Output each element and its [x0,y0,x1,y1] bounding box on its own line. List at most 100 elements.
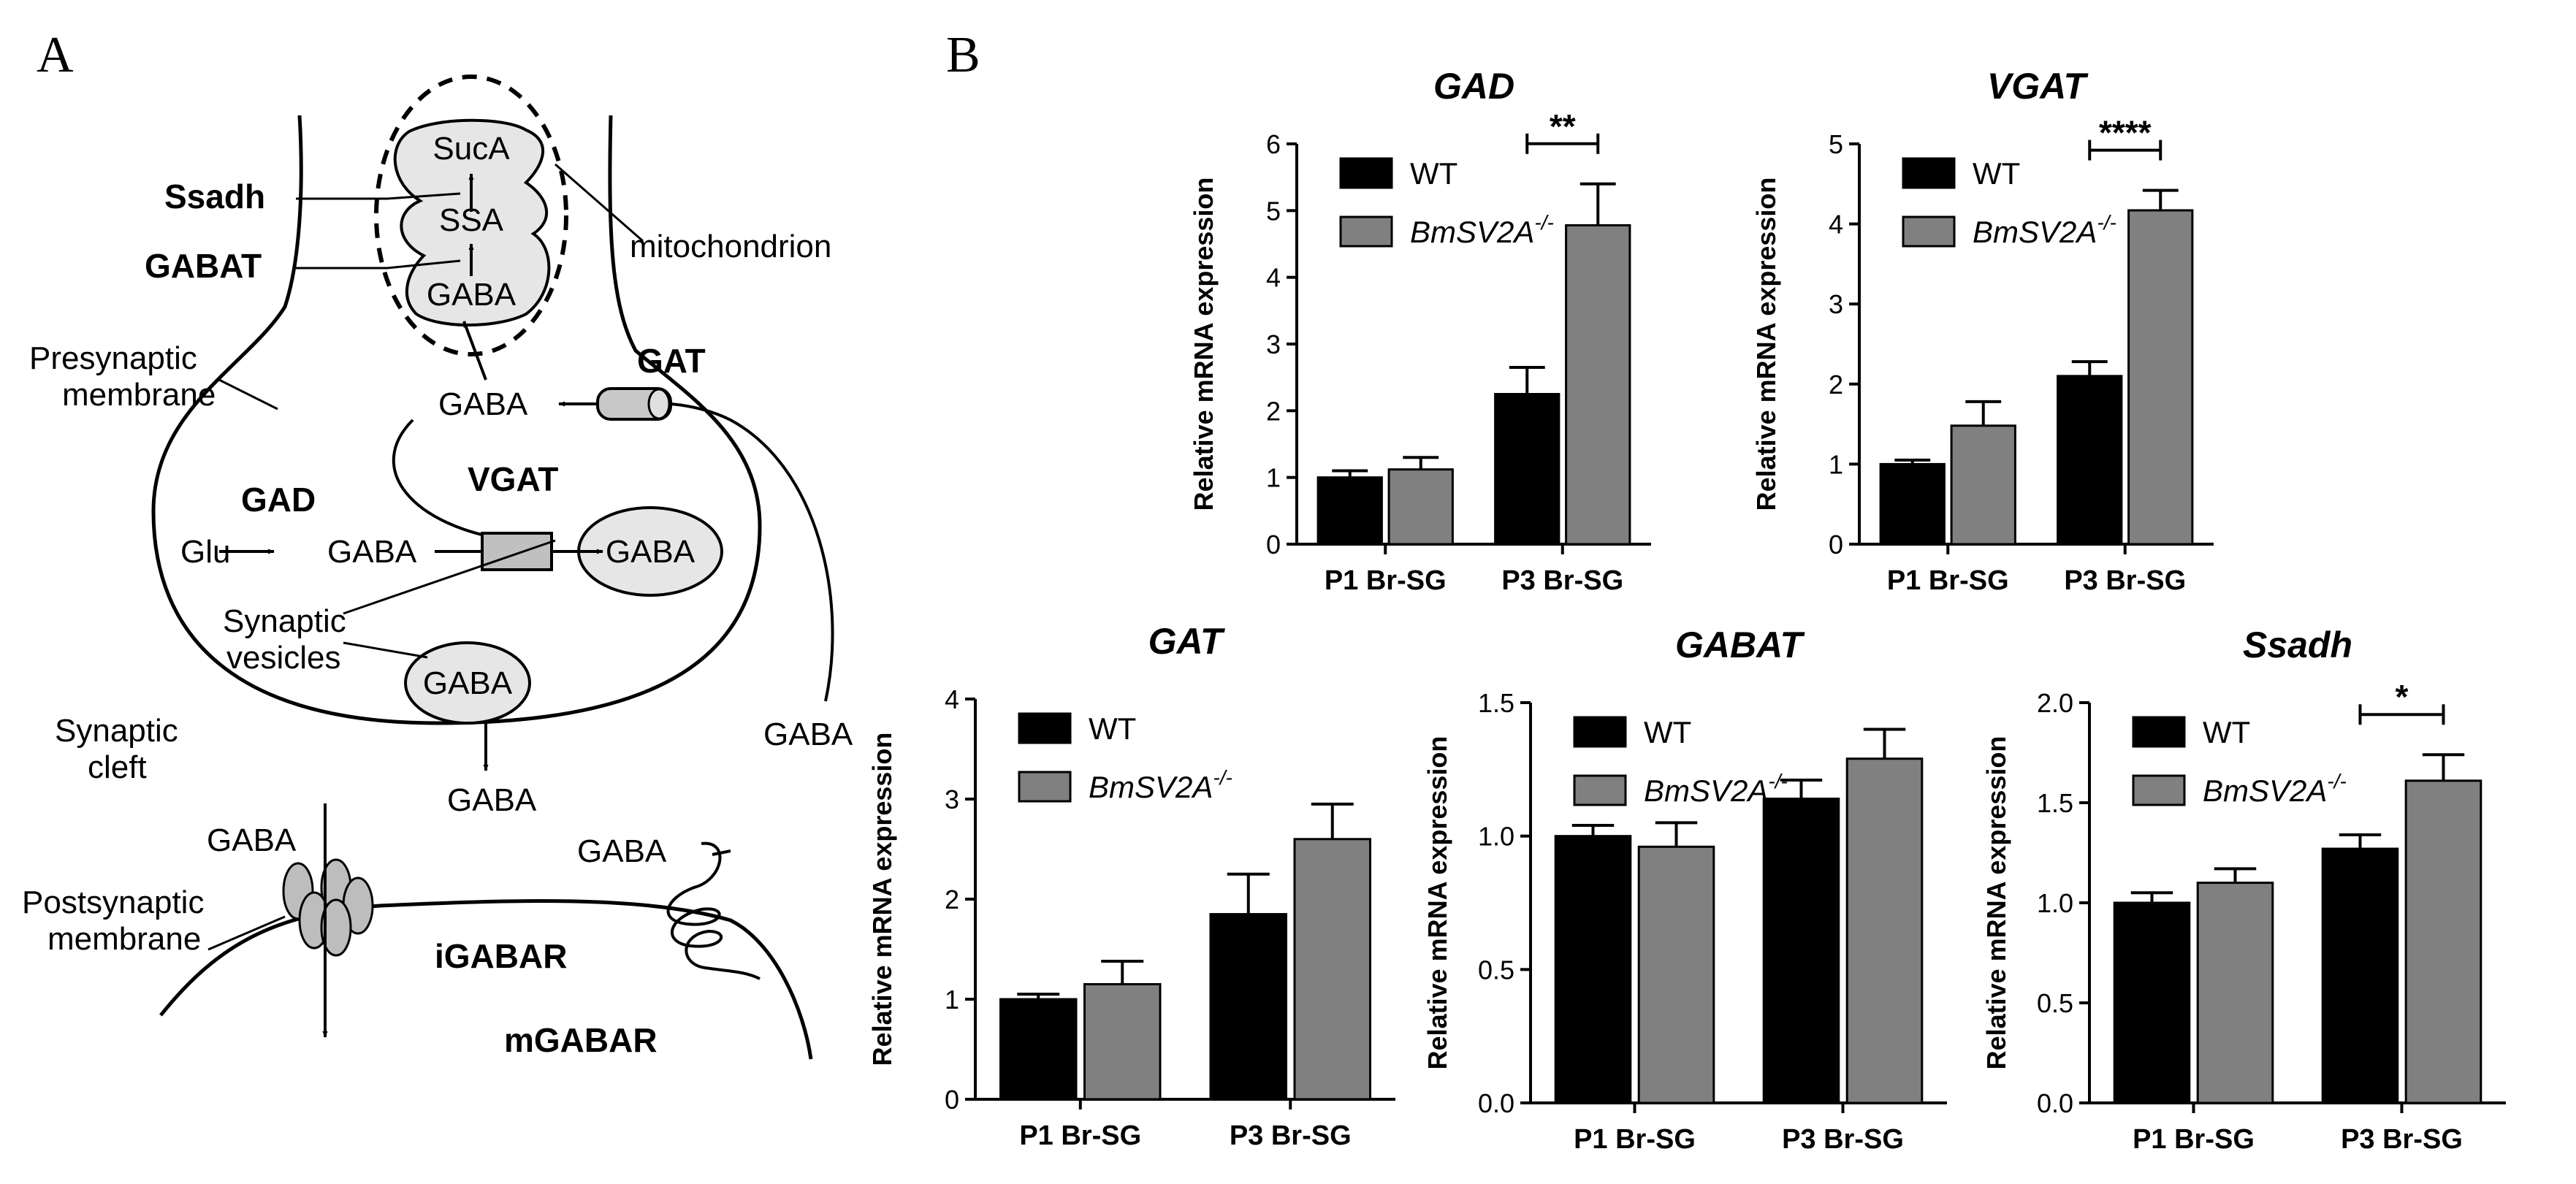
chart-gat: GAT Relative mRNA expression 0 1 2 3 4 P1 Br-SG… [867,621,1395,1151]
significance-stars: * [2396,678,2409,716]
legend-swatch-ko [1573,774,1627,806]
legend-swatch-ko [1018,771,1072,803]
y-tick-label: 1.0 [1478,822,1514,852]
y-tick-label: 4 [1266,263,1281,293]
bar-wt-2 [1494,393,1561,546]
significance-stars: **** [2099,114,2152,152]
chart-gabat: GABAT Relative mRNA expression 0.0 0.5 1.0 1.… [1422,625,1947,1155]
y-axis-label: Relative mRNA expression [1189,177,1219,511]
synaptic-vesicle [404,641,531,725]
mitochondrion-inner [393,118,551,326]
presynaptic-label-2: membrane [62,377,216,413]
legend-label-wt: WT [1410,156,1457,191]
x-tick-label: P1 Br-SG [1325,565,1447,596]
bar-wt-1 [1554,835,1632,1104]
significance-stars: ** [1550,107,1576,145]
y-tick-label: 6 [1266,129,1281,159]
x-tick-label: P1 Br-SG [1019,1120,1141,1151]
postsynaptic-label-1: Postsynaptic [22,885,204,920]
cleft-label-1: Synaptic [55,713,178,749]
mito-gaba: GABA [427,277,517,313]
y-tick-label: 1 [945,985,959,1015]
postsynaptic-membrane [159,899,813,1060]
bar-wt-1 [2113,901,2191,1104]
y-tick-label: 3 [1829,289,1843,319]
gaba-vesicle: GABA [423,665,513,701]
legend-swatch-wt [1573,716,1627,748]
enzyme-ssadh: Ssadh [164,177,265,215]
y-tick-label: 2 [1266,396,1281,426]
legend-label-wt: WT [2203,715,2250,749]
enzyme-gat: GAT [637,342,706,380]
synaptic-vesicles-label-1: Synaptic [223,603,346,639]
legend-label-ko: BmSV2A-/- [1410,211,1554,249]
y-tick-label: 1 [1829,449,1843,479]
cleft-label-2: cleft [88,749,147,785]
gaba-released: GABA [447,782,537,818]
bar-ko-2 [1565,224,1631,546]
y-axis-label: Relative mRNA expression [1981,736,2011,1070]
bar-wt-2 [2057,375,2123,546]
x-tick-label: P1 Br-SG [1887,565,2009,596]
y-tick-label: 4 [1829,210,1843,240]
panel-label-b: B [946,27,980,83]
y-tick-label: 2 [945,885,959,914]
enzyme-gad: GAD [241,481,316,519]
bar-ko-1 [1950,424,2016,546]
bar-ko-1 [1083,982,1162,1101]
y-tick-label: 2.0 [2037,688,2073,718]
mito-suca: SucA [432,131,510,167]
legend-swatch-wt [1902,157,1956,189]
legend-label-ko: BmSV2A-/- [1973,211,2116,249]
y-tick-label: 1.0 [2037,888,2073,918]
y-tick-label: 1 [1266,463,1281,493]
legend-swatch-ko [1902,215,1956,248]
y-tick-label: 0 [1266,530,1281,559]
mitochondrion-label: mitochondrion [630,229,831,264]
y-tick-label: 4 [945,684,959,714]
y-axis-label: Relative mRNA expression [1422,736,1452,1070]
y-tick-label: 0.0 [2037,1088,2073,1118]
bar-wt-2 [1209,913,1287,1101]
bar-ko-1 [2196,882,2274,1104]
x-tick-label: P3 Br-SG [2341,1124,2463,1155]
x-tick-label: P3 Br-SG [1501,565,1623,596]
x-tick-label: P1 Br-SG [1574,1124,1696,1155]
y-tick-label: 3 [945,784,959,814]
y-tick-label: 0.0 [1478,1088,1514,1118]
y-tick-label: 0 [1829,530,1843,559]
y-tick-label: 3 [1266,329,1281,359]
legend-swatch-wt [2132,716,2186,748]
bar-ko-1 [1637,845,1715,1104]
bar-ko-2 [2404,779,2482,1104]
gaba-mgabar: GABA [577,833,667,869]
chart-title: Ssadh [2243,625,2352,665]
y-tick-label: 5 [1266,196,1281,226]
legend-swatch-ko [1339,215,1393,248]
bar-ko-2 [2127,209,2194,546]
bar-charts: GAD Relative mRNA expression 0 1 2 3 4 5 6 P1 Br-… [867,66,2506,1155]
bar-ko-2 [1845,757,1924,1104]
gaba-extracellular: GABA [763,717,853,752]
synaptic-vesicles-label-2: vesicles [226,640,341,676]
y-tick-label: 0.5 [1478,955,1514,985]
bar-wt-1 [999,998,1078,1101]
chart-ssadh: Ssadh Relative mRNA expression 0.0 0.5 1.0 1.… [1981,625,2506,1155]
gaba-vesicle-loaded: GABA [606,534,696,570]
y-tick-label: 0.5 [2037,988,2073,1018]
legend-label-wt: WT [1089,711,1136,746]
legend-swatch-wt [1018,712,1072,744]
gaba-igabar: GABA [207,822,297,858]
mgabar-label: mGABAR [504,1021,658,1059]
legend-swatch-ko [2132,774,2186,806]
x-tick-label: P3 Br-SG [1782,1124,1904,1155]
chart-title: GAT [1148,621,1226,662]
y-tick-label: 1.5 [2037,788,2073,818]
bar-wt-2 [1762,798,1840,1104]
presynaptic-label-1: Presynaptic [29,340,197,376]
legend-label-ko: BmSV2A-/- [1644,770,1788,808]
x-tick-label: P3 Br-SG [1230,1120,1352,1151]
y-tick-label: 5 [1829,129,1843,159]
chart-title: GABAT [1675,625,1806,665]
